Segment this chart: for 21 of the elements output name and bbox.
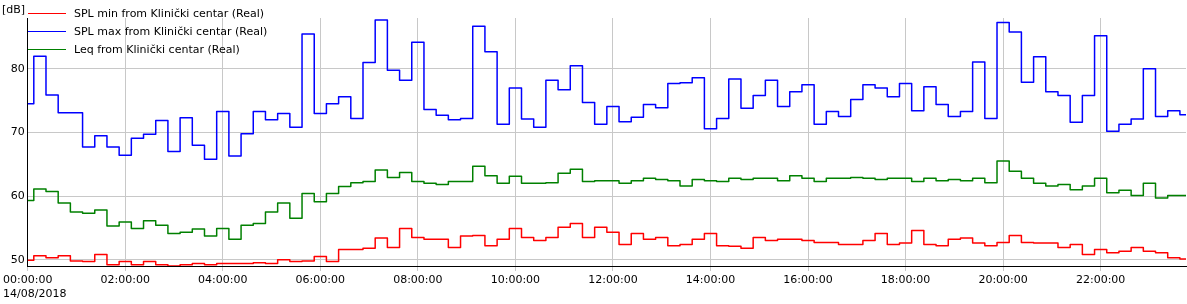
x-tick-label: 20:00:00 [978, 273, 1028, 287]
x-tick-label: 00:00:00 [3, 273, 53, 287]
x-tick-label: 04:00:00 [198, 273, 248, 287]
y-tick-label: 60 [10, 188, 25, 202]
legend-label: Leq from Klinički centar (Real) [74, 42, 240, 56]
y-tick-label: 80 [10, 61, 25, 75]
y-axis-title: [dB] [2, 3, 26, 16]
x-tick-label: 06:00:00 [295, 273, 346, 287]
x-tick-label: 08:00:00 [393, 273, 443, 287]
legend-label: SPL min from Klinički centar (Real) [74, 6, 265, 20]
x-tick-label: 18:00:00 [880, 273, 931, 287]
x-tick-label: 22:00:00 [1075, 273, 1126, 287]
x-tick-label: 16:00:00 [783, 273, 833, 287]
y-tick-label: 70 [10, 125, 25, 139]
x-tick-label: 02:00:00 [100, 273, 150, 287]
x-tick-label: 10:00:00 [490, 273, 541, 287]
y-tick-label: 50 [10, 252, 25, 266]
x-tick-label: 14:00:00 [685, 273, 736, 287]
x-tick-label: 12:00:00 [588, 273, 638, 287]
text: 14/08/2018 [3, 287, 67, 300]
legend-label: SPL max from Klinički centar (Real) [74, 24, 268, 38]
